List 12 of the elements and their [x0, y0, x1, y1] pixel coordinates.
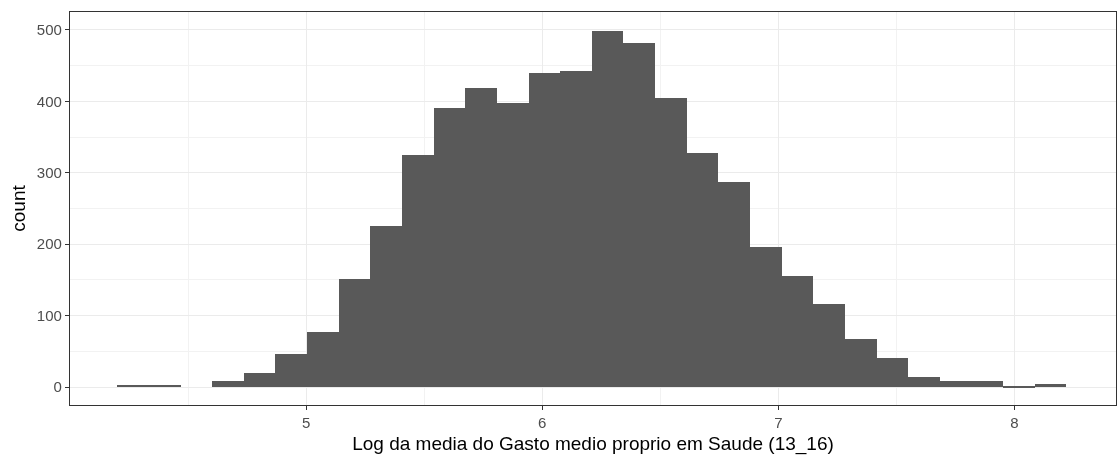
- y-tick-label: 300: [36, 164, 62, 182]
- y-tick-label: 0: [53, 378, 62, 396]
- x-tick-label: 6: [538, 414, 547, 432]
- y-axis-title: count: [7, 184, 29, 232]
- x-tick-label: 8: [1010, 414, 1019, 432]
- y-tick-label: 100: [36, 306, 62, 324]
- x-tick-label: 7: [774, 414, 783, 432]
- y-tick-label: 200: [36, 235, 62, 253]
- x-axis-title: Log da media do Gasto medio proprio em Saude (13_16): [352, 432, 834, 455]
- y-tick-label: 400: [36, 92, 62, 110]
- x-tick-label: 5: [301, 414, 311, 432]
- y-tick-label: 500: [36, 21, 62, 39]
